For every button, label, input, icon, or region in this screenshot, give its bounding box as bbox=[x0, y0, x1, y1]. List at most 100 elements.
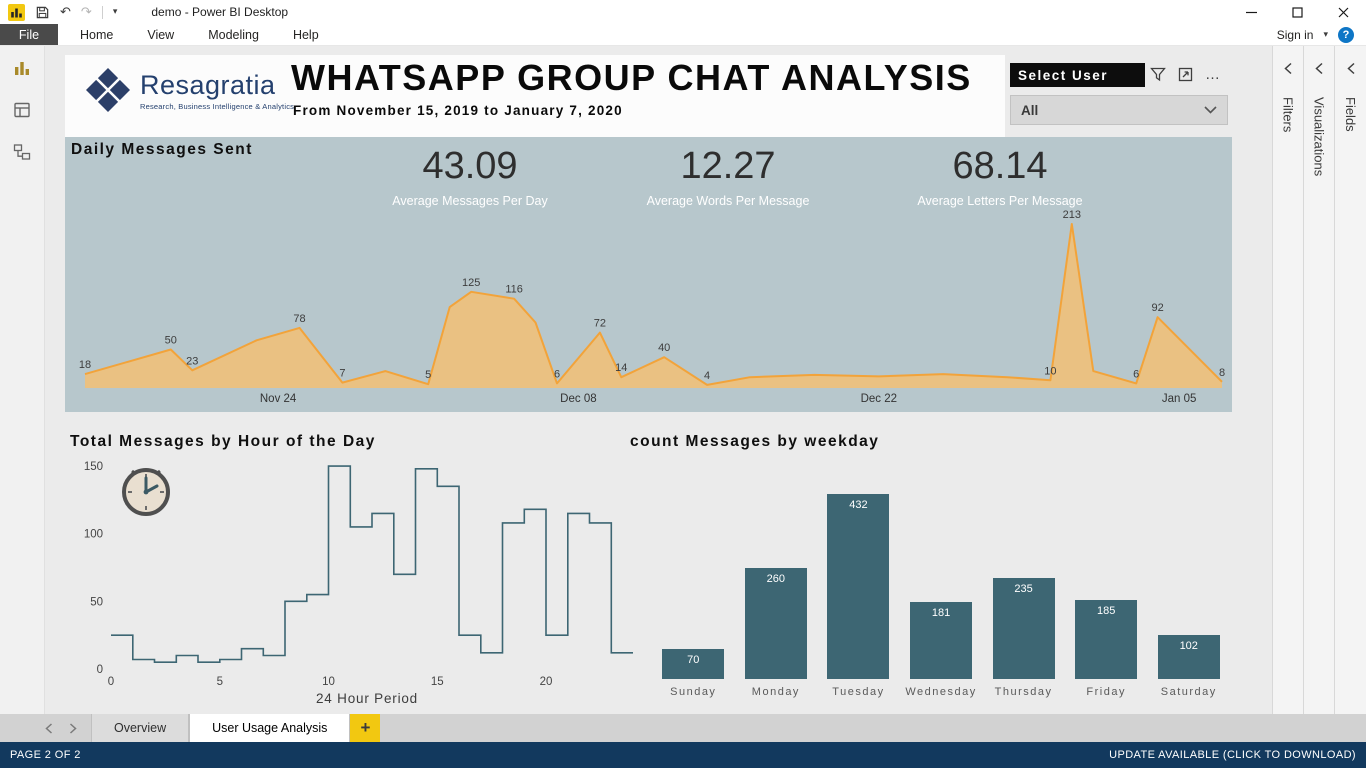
svg-text:150: 150 bbox=[84, 461, 103, 473]
page-tab-overview[interactable]: Overview bbox=[91, 714, 190, 742]
account-dropdown-icon[interactable]: ▾ bbox=[1323, 29, 1328, 40]
bar-value-label: 70 bbox=[687, 654, 700, 666]
bar-category-label: Sunday bbox=[670, 686, 717, 698]
bar-slot: 260 Monday bbox=[735, 455, 818, 700]
svg-text:15: 15 bbox=[431, 676, 444, 688]
quick-access-toolbar: ↶ ↷ ▾ bbox=[0, 3, 118, 21]
ribbon-right: Sign in ▾ ? bbox=[1277, 24, 1366, 45]
next-page-icon[interactable] bbox=[69, 722, 77, 734]
slicer-selected-value: All bbox=[1021, 102, 1039, 118]
ribbon: File Home View Modeling Help Sign in ▾ ? bbox=[0, 24, 1366, 46]
file-menu-button[interactable]: File bbox=[0, 24, 58, 45]
window-title: demo - Power BI Desktop bbox=[151, 5, 289, 19]
svg-text:Dec 08: Dec 08 bbox=[560, 393, 596, 405]
sign-in-button[interactable]: Sign in bbox=[1276, 27, 1314, 42]
svg-text:20: 20 bbox=[540, 676, 553, 688]
bar-slot: 70 Sunday bbox=[652, 455, 735, 700]
status-bar: PAGE 2 OF 2 UPDATE AVAILABLE (CLICK TO D… bbox=[0, 742, 1366, 768]
slicer-dropdown[interactable]: All bbox=[1010, 95, 1228, 125]
svg-text:92: 92 bbox=[1151, 302, 1163, 314]
close-button[interactable] bbox=[1320, 0, 1366, 24]
bar-thursday[interactable]: 235 bbox=[992, 578, 1055, 679]
chevron-down-icon bbox=[1204, 106, 1217, 114]
page-tab-bar: Overview User Usage Analysis + bbox=[0, 714, 1366, 742]
focus-mode-icon[interactable] bbox=[1178, 67, 1193, 82]
report-header: Resagratia Research, Business Intelligen… bbox=[65, 55, 1005, 137]
update-available-link[interactable]: UPDATE AVAILABLE (CLICK TO DOWNLOAD) bbox=[1109, 749, 1356, 761]
view-rail bbox=[0, 46, 45, 714]
bar-friday[interactable]: 185 bbox=[1075, 600, 1138, 679]
kpi-label: Average Letters Per Message bbox=[917, 194, 1083, 208]
svg-text:0: 0 bbox=[108, 676, 114, 688]
kpi-value: 43.09 bbox=[422, 145, 518, 187]
page-tab-user-usage-analysis[interactable]: User Usage Analysis bbox=[189, 714, 351, 742]
svg-text:72: 72 bbox=[594, 318, 606, 330]
svg-text:50: 50 bbox=[90, 596, 103, 608]
visualizations-pane-collapsed: Visualizations bbox=[1303, 46, 1334, 714]
model-view-icon[interactable] bbox=[12, 142, 32, 162]
clock-icon bbox=[122, 468, 170, 516]
kpi-avg-messages-per-day: 43.09 Average Messages Per Day bbox=[350, 145, 590, 208]
help-icon[interactable]: ? bbox=[1338, 26, 1354, 43]
redo-icon[interactable]: ↷ bbox=[80, 4, 92, 20]
report-subtitle: From November 15, 2019 to January 7, 202… bbox=[293, 103, 623, 118]
weekday-bar-chart[interactable]: 70 Sunday 260 Monday 432 Tuesday 181 Wednesday 2… bbox=[652, 455, 1230, 700]
bar-value-label: 235 bbox=[1014, 583, 1033, 595]
daily-area-chart[interactable]: 18 50 23 78 7 5 125 116 6 72 14 40 4 10 213 6 92 8 Nov 24 D… bbox=[65, 195, 1232, 405]
kpi-avg-letters-per-message: 68.14 Average Letters Per Message bbox=[880, 145, 1120, 208]
toolbar-separator bbox=[101, 5, 103, 19]
expand-pane-icon[interactable] bbox=[1346, 62, 1356, 75]
resagratia-logo: Resagratia Research, Business Intelligen… bbox=[85, 67, 294, 113]
maximize-button[interactable] bbox=[1274, 0, 1320, 24]
bar-category-label: Saturday bbox=[1160, 686, 1217, 698]
toolbar-dropdown-icon[interactable]: ▾ bbox=[112, 7, 118, 17]
bar-saturday[interactable]: 102 bbox=[1157, 635, 1220, 679]
svg-text:213: 213 bbox=[1063, 209, 1081, 221]
filter-icon[interactable] bbox=[1150, 67, 1166, 82]
bar-category-label: Monday bbox=[751, 686, 800, 698]
bar-value-label: 181 bbox=[931, 607, 951, 619]
ribbon-tab-view[interactable]: View bbox=[147, 27, 175, 42]
resagratia-logo-icon bbox=[86, 68, 130, 112]
previous-page-icon[interactable] bbox=[45, 722, 53, 734]
bar-monday[interactable]: 260 bbox=[744, 568, 807, 679]
visualizations-pane-label[interactable]: Visualizations bbox=[1311, 97, 1327, 177]
svg-text:6: 6 bbox=[1133, 368, 1139, 380]
data-view-icon[interactable] bbox=[12, 100, 32, 120]
undo-icon[interactable]: ↶ bbox=[60, 4, 71, 20]
daily-messages-visual[interactable]: Daily Messages Sent 43.09 Average Messag… bbox=[65, 137, 1232, 412]
bar-slot: 185 Friday bbox=[1065, 455, 1148, 700]
page-indicator: PAGE 2 OF 2 bbox=[10, 749, 81, 761]
hourly-step-chart[interactable]: 0 50 100 150 0 5 10 15 20 bbox=[70, 455, 636, 705]
visual-header-icons: … bbox=[1150, 67, 1220, 82]
bar-wednesday[interactable]: 181 bbox=[910, 602, 973, 679]
hourly-xaxis-title: 24 Hour Period bbox=[315, 691, 418, 706]
svg-text:23: 23 bbox=[186, 355, 198, 367]
bar-category-label: Friday bbox=[1086, 686, 1126, 698]
daily-chart-title: Daily Messages Sent bbox=[71, 141, 253, 158]
expand-pane-icon[interactable] bbox=[1283, 62, 1293, 75]
add-page-button[interactable]: + bbox=[350, 714, 381, 742]
ribbon-tab-help[interactable]: Help bbox=[292, 27, 319, 42]
ribbon-tab-home[interactable]: Home bbox=[80, 27, 114, 42]
svg-text:40: 40 bbox=[658, 342, 670, 354]
expand-pane-icon[interactable] bbox=[1314, 62, 1324, 75]
bar-slot: 181 Wednesday bbox=[900, 455, 983, 700]
bar-sunday[interactable]: 70 bbox=[662, 649, 725, 679]
save-icon[interactable] bbox=[35, 5, 50, 20]
minimize-button[interactable] bbox=[1228, 0, 1274, 24]
kpi-value: 68.14 bbox=[952, 145, 1048, 187]
more-options-icon[interactable]: … bbox=[1205, 65, 1220, 83]
ribbon-tab-modeling[interactable]: Modeling bbox=[208, 27, 259, 42]
svg-text:Jan 05: Jan 05 bbox=[1162, 393, 1197, 405]
svg-text:125: 125 bbox=[462, 277, 480, 289]
svg-text:7: 7 bbox=[339, 368, 345, 380]
hourly-chart-title: Total Messages by Hour of the Day bbox=[70, 433, 376, 450]
fields-pane-label[interactable]: Fields bbox=[1343, 97, 1358, 132]
ribbon-tabs: Home View Modeling Help bbox=[80, 24, 319, 45]
report-view-icon[interactable] bbox=[12, 58, 32, 78]
bar-tuesday[interactable]: 432 bbox=[827, 494, 890, 679]
filters-pane-label[interactable]: Filters bbox=[1280, 97, 1296, 133]
svg-text:4: 4 bbox=[704, 370, 710, 382]
